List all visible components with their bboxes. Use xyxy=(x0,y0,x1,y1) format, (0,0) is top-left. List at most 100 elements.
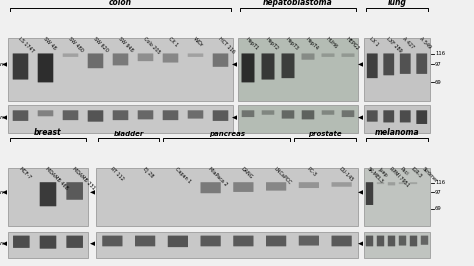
FancyBboxPatch shape xyxy=(331,236,352,246)
Text: HepT4: HepT4 xyxy=(304,36,319,51)
FancyBboxPatch shape xyxy=(388,182,395,185)
FancyBboxPatch shape xyxy=(66,182,83,200)
Text: hepatoblastoma: hepatoblastoma xyxy=(263,0,333,7)
Text: SW 948: SW 948 xyxy=(117,36,134,53)
FancyBboxPatch shape xyxy=(301,110,314,119)
Text: HepT1: HepT1 xyxy=(245,36,259,51)
Bar xyxy=(96,168,358,226)
FancyBboxPatch shape xyxy=(341,53,355,57)
Text: conductin: conductin xyxy=(0,190,5,195)
FancyBboxPatch shape xyxy=(188,110,203,119)
Bar xyxy=(238,38,358,101)
Text: SK-MEL3: SK-MEL3 xyxy=(366,166,384,184)
FancyBboxPatch shape xyxy=(13,236,30,248)
Bar xyxy=(364,105,430,133)
Text: HepT2: HepT2 xyxy=(264,36,279,51)
FancyBboxPatch shape xyxy=(399,182,406,184)
Polygon shape xyxy=(90,190,95,195)
FancyBboxPatch shape xyxy=(416,53,427,74)
Text: DU-145: DU-145 xyxy=(338,166,355,182)
Text: MDAMB 468: MDAMB 468 xyxy=(45,166,69,190)
FancyBboxPatch shape xyxy=(383,53,394,75)
FancyBboxPatch shape xyxy=(399,236,406,246)
Text: MiaPaca 2: MiaPaca 2 xyxy=(207,166,228,187)
FancyBboxPatch shape xyxy=(282,53,294,78)
FancyBboxPatch shape xyxy=(400,110,410,122)
Text: LXF 289: LXF 289 xyxy=(385,36,402,53)
Text: EJ 28: EJ 28 xyxy=(142,166,154,178)
Polygon shape xyxy=(358,242,363,246)
Text: DANG: DANG xyxy=(240,166,254,180)
FancyBboxPatch shape xyxy=(282,110,294,119)
FancyBboxPatch shape xyxy=(366,182,373,205)
Text: colon: colon xyxy=(109,0,132,7)
FancyBboxPatch shape xyxy=(416,110,427,124)
FancyBboxPatch shape xyxy=(299,182,319,188)
FancyBboxPatch shape xyxy=(299,236,319,246)
Text: HCT 116: HCT 116 xyxy=(217,36,236,54)
FancyBboxPatch shape xyxy=(38,53,53,82)
Bar xyxy=(364,168,430,226)
FancyBboxPatch shape xyxy=(342,110,354,117)
FancyBboxPatch shape xyxy=(38,110,53,116)
Text: conductin: conductin xyxy=(0,62,5,67)
Bar xyxy=(8,232,88,258)
Bar xyxy=(238,105,358,133)
Text: RT 112: RT 112 xyxy=(109,166,124,181)
Text: SW 480: SW 480 xyxy=(67,36,84,53)
Bar xyxy=(364,232,430,258)
Text: Paci: Paci xyxy=(399,166,410,176)
FancyBboxPatch shape xyxy=(63,53,78,57)
FancyBboxPatch shape xyxy=(266,182,286,191)
Text: Capan 1: Capan 1 xyxy=(174,166,192,184)
Text: HUH6: HUH6 xyxy=(325,36,338,49)
FancyBboxPatch shape xyxy=(163,53,178,63)
Text: tubulin: tubulin xyxy=(0,115,5,120)
Bar xyxy=(96,232,358,258)
Text: bladder: bladder xyxy=(114,131,144,137)
FancyBboxPatch shape xyxy=(377,236,384,246)
FancyBboxPatch shape xyxy=(242,110,254,117)
FancyBboxPatch shape xyxy=(410,182,417,184)
Text: 116: 116 xyxy=(435,180,445,185)
Text: PC-3: PC-3 xyxy=(305,166,317,177)
Polygon shape xyxy=(358,115,363,120)
Text: melanoma: melanoma xyxy=(374,128,419,137)
Text: A 549: A 549 xyxy=(418,36,432,49)
FancyBboxPatch shape xyxy=(301,53,315,60)
FancyBboxPatch shape xyxy=(266,236,286,246)
Text: HEPG2: HEPG2 xyxy=(345,36,360,51)
Text: pancreas: pancreas xyxy=(209,131,245,137)
Text: HepT3: HepT3 xyxy=(284,36,299,51)
Text: lung: lung xyxy=(388,0,406,7)
Text: MDAMB 231: MDAMB 231 xyxy=(71,166,96,190)
FancyBboxPatch shape xyxy=(138,53,153,61)
Text: A 427: A 427 xyxy=(401,36,415,50)
FancyBboxPatch shape xyxy=(322,110,334,115)
FancyBboxPatch shape xyxy=(388,236,395,246)
FancyBboxPatch shape xyxy=(13,110,28,121)
FancyBboxPatch shape xyxy=(233,236,254,246)
FancyBboxPatch shape xyxy=(400,53,410,74)
FancyBboxPatch shape xyxy=(63,110,78,120)
Polygon shape xyxy=(232,115,237,120)
Bar xyxy=(8,168,88,226)
FancyBboxPatch shape xyxy=(163,110,178,120)
FancyBboxPatch shape xyxy=(421,236,428,245)
FancyBboxPatch shape xyxy=(135,236,155,246)
Polygon shape xyxy=(2,242,7,246)
Text: LX 1: LX 1 xyxy=(369,36,380,47)
FancyBboxPatch shape xyxy=(88,53,103,68)
FancyBboxPatch shape xyxy=(66,236,83,248)
Text: WiDr: WiDr xyxy=(192,36,204,48)
FancyBboxPatch shape xyxy=(262,110,274,115)
Text: MCF-7: MCF-7 xyxy=(18,166,32,180)
Polygon shape xyxy=(90,242,95,246)
Text: 69: 69 xyxy=(435,206,442,211)
Text: LS 174T: LS 174T xyxy=(17,36,35,53)
FancyBboxPatch shape xyxy=(113,53,128,65)
Text: LNCaPCC: LNCaPCC xyxy=(273,166,292,185)
Text: SW 48: SW 48 xyxy=(42,36,56,51)
FancyBboxPatch shape xyxy=(188,53,203,57)
Text: Strömer: Strömer xyxy=(421,166,439,184)
